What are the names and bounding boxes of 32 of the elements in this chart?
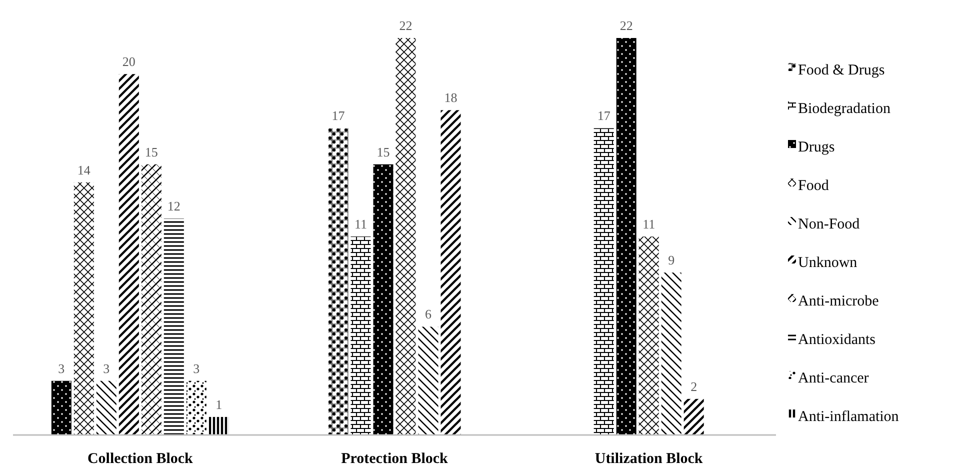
data-label: 15	[144, 144, 158, 160]
legend-label: Food	[798, 178, 830, 194]
legend-label: Biodegradation	[798, 100, 891, 117]
data-label: 17	[597, 108, 611, 124]
x-tick-label: Protection Block	[341, 451, 449, 467]
data-label: 9	[668, 252, 675, 268]
data-label: 3	[103, 360, 110, 376]
data-label: 6	[425, 306, 432, 322]
legend-label: Non-Food	[798, 216, 860, 232]
data-label: 2	[690, 378, 698, 394]
data-label: 20	[122, 54, 136, 70]
data-label: 12	[167, 198, 180, 214]
data-label: 15	[376, 144, 390, 160]
data-label: 11	[354, 216, 368, 232]
data-label: 11	[642, 216, 656, 232]
data-label: 1	[216, 396, 222, 412]
legend-label: Anti-inflamation	[798, 408, 900, 425]
legend-label: Unknown	[798, 254, 858, 271]
data-label: 18	[444, 90, 458, 106]
legend-label: Antioxidants	[798, 332, 876, 348]
data-label: 3	[193, 360, 200, 376]
data-label: 17	[332, 108, 346, 124]
data-label: 22	[620, 18, 633, 33]
legend-label: Anti-cancer	[798, 370, 869, 386]
x-tick-label: Collection Block	[87, 451, 194, 467]
x-tick-label: Utilization Block	[594, 451, 704, 467]
legend-label: Drugs	[798, 139, 835, 156]
legend-label: Food & Drugs	[798, 62, 885, 78]
data-label: 22	[399, 18, 412, 33]
data-label: 3	[58, 360, 65, 376]
legend-label: Anti-microbe	[798, 293, 880, 310]
data-label: 14	[77, 162, 91, 178]
